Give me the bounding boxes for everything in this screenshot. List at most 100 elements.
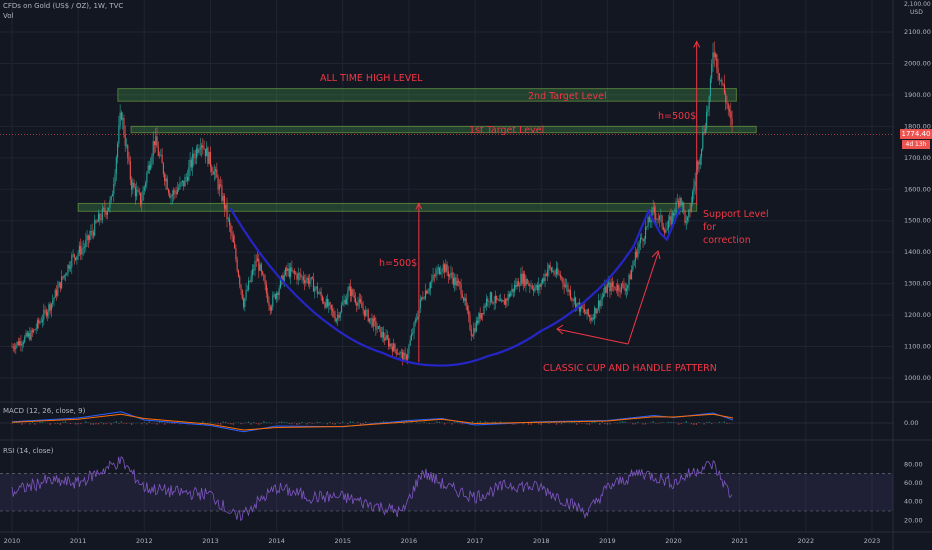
macd-histogram-bar bbox=[599, 423, 601, 425]
candle-body bbox=[432, 274, 434, 280]
candle-body bbox=[279, 279, 281, 289]
macd-histogram-bar bbox=[680, 423, 682, 425]
candle-body bbox=[59, 282, 61, 289]
top-price-label: 2,100.00 bbox=[904, 1, 931, 8]
candle-body bbox=[374, 318, 376, 321]
candle-body bbox=[366, 309, 368, 311]
candle-body bbox=[552, 271, 554, 272]
candle-body bbox=[485, 298, 488, 307]
candle-body bbox=[512, 288, 514, 292]
macd-histogram-bar bbox=[726, 423, 728, 425]
candle-body bbox=[108, 207, 110, 211]
x-tick-label: 2018 bbox=[533, 537, 550, 545]
candle-body bbox=[507, 293, 509, 301]
macd-tick-label: 0.00 bbox=[904, 419, 918, 427]
candle-body bbox=[380, 326, 382, 338]
candle-body bbox=[469, 315, 471, 330]
symbol-title: CFDs on Gold (US$ / OZ), 1W, TVC bbox=[3, 2, 124, 10]
candle-body bbox=[596, 308, 598, 314]
candle-body bbox=[660, 215, 662, 217]
candle-body bbox=[40, 321, 42, 323]
macd-histogram-bar bbox=[253, 421, 255, 423]
candle-body bbox=[604, 286, 606, 294]
candle-body bbox=[114, 173, 116, 184]
candle-body bbox=[608, 282, 610, 285]
candle-body bbox=[674, 213, 676, 216]
candle-body bbox=[321, 296, 323, 302]
candle-body bbox=[503, 300, 505, 305]
macd-histogram-bar bbox=[298, 423, 301, 425]
candle-body bbox=[698, 161, 700, 165]
candle-body bbox=[651, 209, 653, 222]
macd-histogram-bar bbox=[461, 423, 463, 425]
macd-histogram-bar bbox=[606, 423, 608, 425]
candle-body bbox=[77, 252, 79, 256]
macd-histogram-bar bbox=[718, 421, 720, 423]
macd-histogram-bar bbox=[319, 422, 321, 423]
macd-histogram-bar bbox=[301, 421, 303, 423]
candle-body bbox=[31, 330, 33, 333]
macd-histogram-bar bbox=[166, 422, 168, 423]
macd-histogram-bar bbox=[678, 423, 680, 425]
annotation-all-time-high: ALL TIME HIGH LEVEL bbox=[320, 73, 423, 84]
candle-body bbox=[555, 268, 558, 275]
candle-body bbox=[215, 169, 217, 172]
macd-histogram-bar bbox=[482, 423, 484, 425]
macd-histogram-bar bbox=[49, 423, 51, 425]
candle-body bbox=[717, 68, 719, 74]
last-price-tag: 1774.40 bbox=[900, 129, 932, 139]
candle-body bbox=[250, 275, 252, 282]
macd-histogram-bar bbox=[260, 423, 262, 424]
candle-body bbox=[417, 316, 419, 319]
candle-body bbox=[125, 145, 128, 146]
macd-histogram-bar bbox=[77, 423, 79, 425]
candle-body bbox=[201, 145, 203, 148]
candle-body bbox=[115, 157, 117, 174]
candle-body bbox=[264, 280, 266, 285]
candle-body bbox=[227, 218, 229, 220]
candle-body bbox=[298, 273, 301, 275]
candle-body bbox=[441, 269, 443, 273]
candle-body bbox=[35, 328, 37, 330]
candle-body bbox=[290, 267, 292, 278]
candle-body bbox=[21, 343, 23, 346]
candle-body bbox=[510, 292, 512, 297]
macd-histogram-bar bbox=[148, 421, 150, 423]
macd-histogram-bar bbox=[619, 421, 621, 423]
candle-body bbox=[198, 149, 200, 153]
macd-histogram-bar bbox=[316, 421, 318, 423]
y-tick-label: 1400.00 bbox=[904, 248, 931, 256]
candle-body bbox=[270, 306, 273, 311]
macd-histogram-bar bbox=[403, 423, 405, 425]
macd-histogram-bar bbox=[309, 422, 311, 423]
candle-body bbox=[111, 194, 114, 197]
target-zone bbox=[117, 88, 737, 102]
candle-body bbox=[545, 273, 547, 276]
candle-body bbox=[526, 278, 528, 285]
candle-body bbox=[421, 297, 423, 300]
candle-body bbox=[222, 196, 224, 201]
candle-body bbox=[386, 335, 388, 339]
candle-body bbox=[658, 215, 661, 220]
macd-histogram-bar bbox=[207, 423, 209, 424]
macd-histogram-bar bbox=[130, 423, 133, 425]
signal-line bbox=[11, 413, 734, 431]
candle-body bbox=[410, 334, 413, 341]
candle-body bbox=[697, 161, 699, 171]
candle-body bbox=[568, 290, 570, 292]
candle-body bbox=[716, 54, 718, 69]
candle-body bbox=[146, 172, 148, 183]
y-tick-label: 1300.00 bbox=[904, 280, 931, 288]
candle-body bbox=[310, 277, 312, 281]
candle-body bbox=[194, 157, 196, 159]
macd-histogram-bar bbox=[591, 421, 593, 423]
candle-body bbox=[379, 326, 381, 327]
macd-histogram-bar bbox=[230, 423, 232, 425]
candle-body bbox=[620, 283, 622, 293]
candle-body bbox=[559, 274, 561, 278]
candle-body bbox=[730, 111, 732, 119]
candle-body bbox=[343, 299, 345, 303]
candle-body bbox=[477, 320, 479, 324]
macd-histogram-bar bbox=[438, 421, 441, 423]
